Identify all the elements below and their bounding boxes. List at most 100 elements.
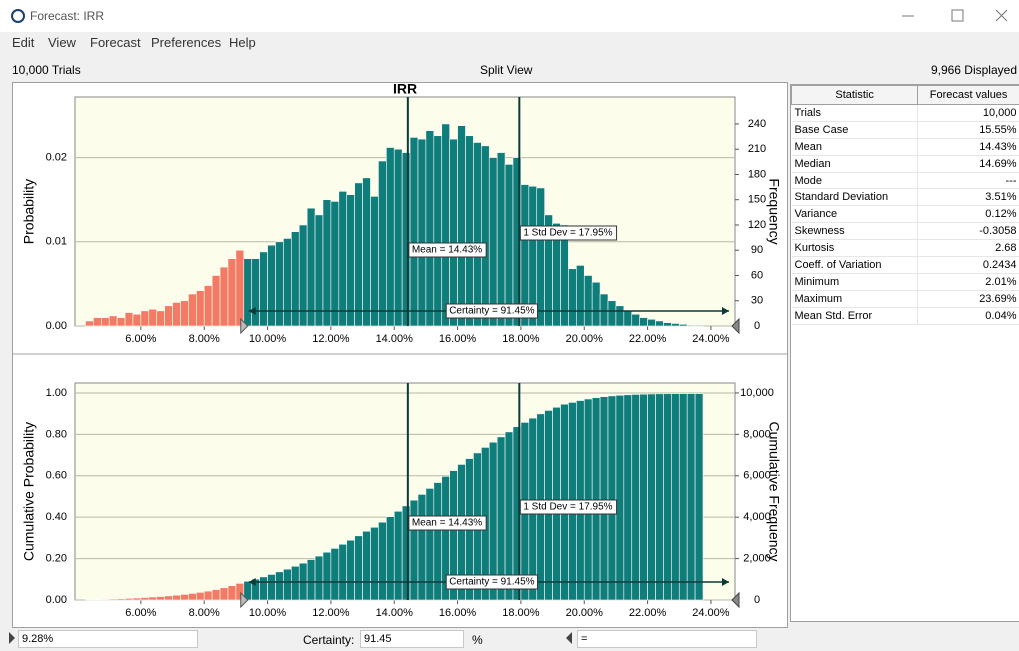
upper-grabber[interactable] bbox=[731, 591, 740, 609]
stat-value: -0.3058 bbox=[917, 222, 1019, 241]
bar bbox=[631, 313, 640, 327]
x-tick-label: 18.00% bbox=[502, 333, 540, 345]
certainty-label: Certainty: bbox=[303, 633, 355, 647]
charts: IRR 0.00 0.01 0.02 0 30 60 90 120 150 180 210 240 6.0… bbox=[12, 81, 787, 619]
stat-name: Maximum bbox=[791, 290, 918, 308]
bar bbox=[647, 393, 656, 601]
bar bbox=[180, 300, 189, 327]
bar bbox=[283, 238, 292, 327]
bar bbox=[140, 310, 150, 327]
bar bbox=[330, 201, 340, 327]
bar bbox=[591, 281, 601, 327]
bar bbox=[607, 395, 617, 601]
trials-count: 10,000 Trials bbox=[12, 63, 81, 77]
menu-item[interactable]: Help bbox=[229, 35, 256, 50]
x-tick-label: 10.00% bbox=[249, 607, 287, 619]
x-tick-label: 8.00% bbox=[189, 333, 220, 345]
bar bbox=[386, 147, 395, 327]
upper-grabber[interactable] bbox=[731, 317, 740, 335]
bar bbox=[227, 258, 237, 327]
lower-bound-input[interactable]: 9.28% bbox=[18, 630, 198, 648]
bar bbox=[156, 310, 165, 327]
bar bbox=[211, 275, 221, 327]
bar bbox=[188, 293, 197, 327]
bar bbox=[378, 160, 387, 327]
bar bbox=[465, 135, 474, 327]
bar bbox=[678, 393, 688, 601]
bar bbox=[599, 293, 609, 327]
y-tick-label: 0.02 bbox=[46, 152, 67, 164]
view-mode[interactable]: Split View bbox=[480, 63, 533, 77]
bar bbox=[671, 393, 680, 601]
stat-name: Mean Std. Error bbox=[791, 307, 918, 325]
bar bbox=[267, 574, 276, 601]
app-icon bbox=[11, 9, 25, 23]
bar bbox=[219, 266, 229, 327]
bar bbox=[449, 138, 458, 327]
bar bbox=[314, 555, 324, 601]
lower-grabber[interactable] bbox=[240, 317, 249, 335]
window-controls[interactable] bbox=[890, 6, 1015, 26]
lower-grabber[interactable] bbox=[240, 591, 249, 609]
x-tick-label: 22.00% bbox=[629, 333, 667, 345]
stat-value: 23.69% bbox=[917, 290, 1019, 308]
bar bbox=[235, 249, 245, 327]
stat-name: Trials bbox=[791, 104, 918, 122]
bar bbox=[132, 597, 142, 601]
bar bbox=[591, 397, 601, 601]
bar bbox=[671, 323, 680, 327]
stat-name: Skewness bbox=[791, 222, 918, 241]
bar bbox=[330, 548, 340, 601]
bar bbox=[116, 598, 126, 601]
upper-bound-input[interactable]: = bbox=[577, 630, 757, 648]
certainty-label-text: Certainty = 91.45% bbox=[449, 577, 534, 588]
certainty-label: Certainty = 91.45% bbox=[445, 303, 539, 319]
reference-label-text: 1 Std Dev = 17.95% bbox=[523, 228, 612, 239]
bar bbox=[227, 585, 237, 601]
stat-value: --- bbox=[917, 172, 1019, 190]
stat-value: 0.2434 bbox=[917, 256, 1019, 274]
chart-title: IRR bbox=[393, 81, 417, 97]
y2-tick-label: 60 bbox=[751, 269, 763, 281]
y2-tick-label: 4,000 bbox=[743, 511, 771, 523]
bar bbox=[354, 182, 363, 327]
x-tick-label: 14.00% bbox=[376, 607, 414, 619]
bar bbox=[370, 526, 379, 601]
bar bbox=[370, 196, 379, 327]
column-header: Statistic bbox=[790, 85, 919, 105]
bar bbox=[259, 576, 268, 601]
y-tick-label: 0.00 bbox=[46, 320, 67, 332]
menu-item[interactable]: Preferences bbox=[151, 35, 222, 50]
stats-row: Mean Std. Error 0.04% bbox=[791, 307, 1019, 325]
menu-item[interactable]: Forecast bbox=[90, 35, 141, 50]
x-tick-label: 22.00% bbox=[629, 607, 667, 619]
bar bbox=[599, 396, 609, 601]
bar bbox=[132, 313, 142, 327]
bar bbox=[623, 394, 633, 601]
x-tick-label: 14.00% bbox=[376, 333, 414, 345]
stat-value: 2.01% bbox=[917, 273, 1019, 291]
bar bbox=[314, 214, 324, 327]
stats-row: Maximum 23.69% bbox=[791, 290, 1019, 308]
bar bbox=[386, 516, 395, 601]
stats-row: Skewness -0.3058 bbox=[791, 222, 1019, 241]
stat-name: Mean bbox=[791, 138, 918, 156]
y2-tick-label: 210 bbox=[748, 143, 766, 155]
bar bbox=[441, 123, 450, 327]
bar bbox=[686, 324, 696, 327]
bar bbox=[116, 317, 126, 327]
stats-row: Trials 10,000 bbox=[791, 104, 1019, 122]
title-bar: Forecast: IRR bbox=[0, 0, 1019, 32]
stat-name: Kurtosis bbox=[791, 239, 918, 258]
y-tick-label: 0.00 bbox=[46, 594, 67, 606]
lower-marker bbox=[9, 632, 15, 644]
bar bbox=[124, 312, 134, 327]
certainty-input[interactable]: 91.45 bbox=[360, 630, 464, 648]
menu-item[interactable]: Edit bbox=[12, 35, 35, 50]
bar bbox=[251, 258, 260, 327]
menu-item[interactable]: View bbox=[48, 35, 76, 50]
bar bbox=[346, 194, 355, 327]
bar bbox=[172, 302, 181, 327]
stat-name: Coeff. of Variation bbox=[791, 256, 918, 274]
bar bbox=[409, 499, 419, 601]
